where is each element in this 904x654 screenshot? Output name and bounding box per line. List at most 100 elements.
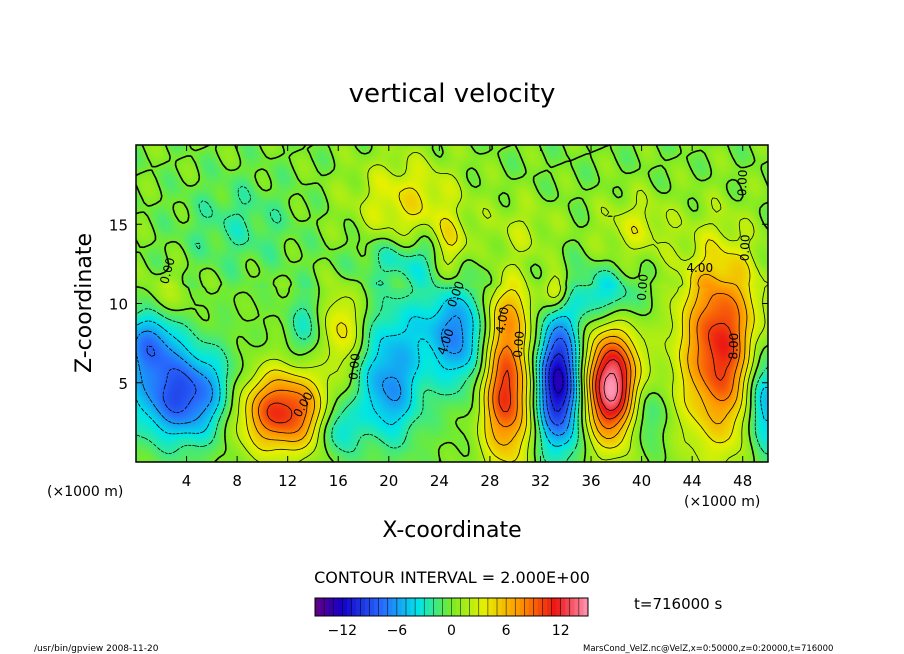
contour-label: 0.00	[735, 169, 750, 196]
contour-line	[598, 359, 623, 411]
x-tick-label: 40	[632, 472, 651, 490]
contour-interval: CONTOUR INTERVAL = 2.000E+00	[314, 568, 590, 587]
footer-right: MarsCond_VelZ.nc@VelZ,x=0:50000,z=0:2000…	[583, 644, 833, 654]
colorbar-segment	[537, 598, 543, 616]
colorbar-segment	[519, 598, 525, 616]
colorbar-segment	[560, 598, 566, 616]
colorbar-segment	[515, 598, 521, 616]
contour-line	[266, 322, 734, 424]
colorbar-tick-label: 0	[447, 623, 456, 639]
colorbar-segment	[469, 598, 475, 616]
colorbar-segment	[483, 598, 489, 616]
contour-label: 0.00	[635, 273, 651, 301]
colorbar-segment	[533, 598, 539, 616]
contour-label: 4.00	[686, 261, 713, 275]
colorbar-segment	[487, 598, 493, 616]
colorbar-segment	[478, 598, 484, 616]
colorbar-segment	[569, 598, 575, 616]
contour-line	[236, 152, 769, 463]
colorbar-segment	[574, 598, 580, 616]
contour-label: 0.00	[157, 256, 177, 285]
x-tick-label: 12	[278, 472, 297, 490]
colorbar-segment	[396, 598, 402, 616]
colorbar: −12 −6 0 6 12	[314, 597, 589, 639]
colorbar-tick-label: −12	[328, 623, 358, 639]
colorbar-segment	[446, 598, 452, 616]
colorbar-segment	[342, 598, 348, 616]
y-axis-label: Z-coordinate	[72, 233, 97, 373]
contour-label: 0.00	[511, 330, 527, 358]
colorbar-segment	[392, 598, 398, 616]
x-tick-label: 24	[430, 472, 449, 490]
x-unit-right: (×1000 m)	[684, 494, 760, 510]
colorbar-segment	[506, 598, 512, 616]
colorbar-segment	[456, 598, 461, 616]
footer-left: /usr/bin/gpview 2008-11-20	[34, 644, 159, 654]
colorbar-segment	[551, 598, 557, 616]
contour-line	[603, 372, 618, 402]
colorbar-segment	[369, 598, 375, 616]
heatmap-field	[136, 145, 768, 462]
colorbar-segment	[328, 598, 334, 616]
x-tick-label: 16	[329, 472, 348, 490]
y-tick-label: 5	[118, 375, 128, 393]
contour-label: 8.00	[726, 333, 741, 360]
contour-label: 0.00	[738, 234, 753, 261]
x-tick-label: 48	[733, 472, 752, 490]
colorbar-frame	[314, 597, 589, 617]
colorbar-segment	[424, 598, 430, 616]
y-tick-label: 10	[109, 296, 128, 314]
colorbar-segment	[442, 598, 448, 616]
contour-line	[135, 297, 769, 447]
colorbar-segment	[315, 598, 320, 616]
colorbar-segment	[419, 598, 425, 616]
colorbar-segment	[410, 598, 416, 616]
colorbar-segment	[406, 598, 411, 616]
colorbar-segment	[360, 598, 366, 616]
contour-line	[553, 367, 564, 394]
colorbar-segment	[324, 598, 330, 616]
y-tick-label: 15	[109, 216, 128, 234]
colorbar-segment	[501, 598, 507, 616]
colorbar-segment	[451, 598, 457, 616]
x-tick-label: 32	[531, 472, 550, 490]
colorbar-segment	[365, 598, 370, 616]
colorbar-segment	[460, 598, 466, 616]
colorbar-segment	[556, 598, 562, 616]
time-label: t=716000 s	[634, 595, 722, 613]
colorbar-segment	[351, 598, 357, 616]
colorbar-segment	[433, 598, 439, 616]
contour-label: 0.00	[346, 353, 362, 381]
x-tick-label: 20	[379, 472, 398, 490]
colorbar-segment	[510, 598, 516, 616]
colorbar-segment	[547, 598, 552, 616]
x-tick-label: 8	[232, 472, 242, 490]
colorbar-segment	[374, 598, 380, 616]
colorbar-segment	[492, 598, 498, 616]
colorbar-tick-label: 12	[552, 623, 570, 639]
chart-title: vertical velocity	[349, 79, 556, 109]
contour-line	[146, 337, 572, 426]
colorbar-segment	[333, 598, 339, 616]
colorbar-segment	[565, 598, 571, 616]
contour-line	[135, 315, 575, 436]
colorbar-segment	[346, 598, 352, 616]
colorbar-segment	[387, 598, 393, 616]
colorbar-segment	[474, 598, 480, 616]
colorbar-segment	[319, 598, 325, 616]
x-tick-label: 44	[683, 472, 702, 490]
y-axis: 5 10 15	[109, 216, 768, 393]
contour-line	[135, 185, 769, 463]
plot-area: 0.000.000.004.000.004.000.000.004.000.00…	[109, 144, 769, 490]
x-tick-label: 4	[182, 472, 192, 490]
colorbar-segment	[465, 598, 471, 616]
colorbar-segment	[415, 598, 421, 616]
contour-line	[548, 353, 569, 412]
colorbar-segment	[528, 598, 534, 616]
x-unit-left: (×1000 m)	[47, 484, 123, 500]
x-axis-label: X-coordinate	[382, 518, 521, 543]
colorbar-segment	[355, 598, 361, 616]
colorbar-tick-label: 6	[502, 623, 511, 639]
colorbar-segment	[583, 598, 589, 616]
